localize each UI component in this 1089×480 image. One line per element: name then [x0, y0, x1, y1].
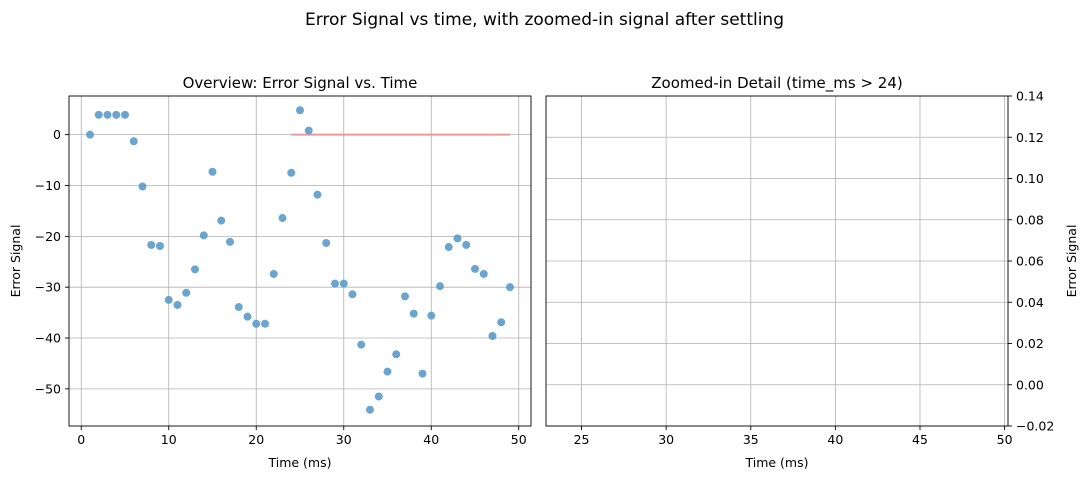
data-point	[409, 309, 418, 318]
y-tick-label: −0.02	[1016, 419, 1054, 434]
data-point	[156, 242, 164, 250]
data-point	[147, 240, 156, 249]
data-point	[488, 332, 497, 340]
x-tick-label: 25	[574, 432, 590, 447]
x-tick-label: 45	[912, 432, 928, 447]
data-point	[138, 182, 147, 191]
y-tick-label: −20	[35, 229, 61, 244]
data-point	[313, 190, 322, 199]
data-point	[199, 231, 208, 240]
x-tick-label: 10	[161, 432, 177, 447]
data-point	[304, 126, 313, 135]
x-tick-label: 40	[827, 432, 843, 447]
data-point	[191, 265, 199, 274]
x-tick-label: 40	[423, 432, 439, 447]
y-tick-label: 0.10	[1016, 171, 1044, 186]
data-point	[462, 240, 471, 249]
zoomed-ticks: 25 30 35 40 45 50−0.02 0.00 0.02 0.04 0.06 0.08 0.1…	[574, 89, 1055, 448]
data-point	[182, 288, 191, 297]
overview-points	[86, 106, 514, 414]
x-tick-label: 50	[511, 432, 527, 447]
data-point	[479, 269, 488, 278]
data-point	[339, 279, 348, 288]
data-point	[269, 269, 278, 278]
zoomed-ylabel: Error Signal	[1064, 225, 1079, 298]
zoomed-title: Zoomed-in Detail (time_ms > 24)	[651, 74, 903, 93]
overview-title: Overview: Error Signal vs. Time	[183, 74, 418, 92]
data-point	[506, 283, 514, 292]
y-tick-label: −40	[35, 331, 61, 346]
y-tick-label: 0.00	[1016, 377, 1044, 392]
data-point	[94, 110, 103, 119]
overview-grid	[69, 96, 531, 426]
data-point	[296, 106, 304, 115]
data-point	[331, 279, 339, 288]
data-point	[374, 392, 383, 401]
y-tick-label: −50	[35, 381, 61, 396]
data-point	[444, 243, 453, 252]
y-tick-label: 0.08	[1016, 212, 1044, 227]
x-tick-label: 0	[77, 432, 85, 447]
overview-ylabel: Error Signal	[8, 225, 23, 298]
data-point	[383, 367, 392, 376]
y-tick-label: 0.04	[1016, 295, 1044, 310]
data-point	[287, 168, 296, 177]
data-point	[322, 238, 331, 247]
y-tick-label: −30	[35, 280, 61, 295]
zoomed-grid	[546, 95, 1008, 427]
figure-suptitle: Error Signal vs time, with zoomed-in sig…	[305, 10, 784, 30]
x-tick-label: 50	[997, 432, 1013, 447]
data-point	[243, 312, 252, 321]
data-point	[497, 318, 506, 327]
y-tick-label: 0.14	[1016, 89, 1044, 104]
data-point	[103, 110, 112, 119]
data-point	[278, 214, 287, 223]
y-tick-label: −10	[35, 178, 61, 193]
zoomed-xlabel: Time (ms)	[744, 455, 808, 470]
y-tick-label: 0.06	[1016, 254, 1044, 269]
data-point	[121, 110, 129, 119]
overview-xlabel: Time (ms)	[267, 455, 331, 470]
data-point	[427, 311, 436, 320]
data-point	[261, 319, 269, 328]
data-point	[418, 369, 427, 378]
data-point	[112, 110, 121, 119]
data-point	[401, 292, 409, 301]
y-tick-label: 0.12	[1016, 130, 1044, 145]
data-point	[471, 264, 479, 273]
data-point	[453, 234, 462, 243]
y-tick-label: 0.02	[1016, 336, 1044, 351]
y-tick-label: 0	[53, 127, 61, 142]
x-tick-label: 30	[658, 432, 674, 447]
zoomed-panel: Zoomed-in Detail (time_ms > 24) 25 30 35 40…	[545, 74, 1079, 470]
x-tick-label: 30	[336, 432, 352, 447]
data-point	[226, 237, 234, 246]
overview-axes-frame	[68, 95, 532, 427]
data-point	[392, 350, 401, 359]
data-point	[217, 216, 226, 225]
data-point	[129, 137, 138, 146]
x-tick-label: 20	[248, 432, 264, 447]
data-point	[164, 295, 173, 304]
data-point	[366, 405, 374, 414]
data-point	[252, 319, 261, 328]
data-point	[357, 340, 366, 349]
data-point	[234, 303, 243, 312]
x-tick-label: 35	[743, 432, 759, 447]
data-point	[436, 282, 444, 291]
data-point	[86, 130, 94, 139]
overview-ticks: 0 10 20 30 40 50 0 −10 −20 −30 −40 −50	[35, 127, 527, 447]
overview-panel: Overview: Error Signal vs. Time 0 10 20 30 4…	[8, 74, 532, 470]
data-point	[208, 167, 217, 176]
data-point	[173, 300, 182, 309]
data-point	[348, 290, 357, 299]
